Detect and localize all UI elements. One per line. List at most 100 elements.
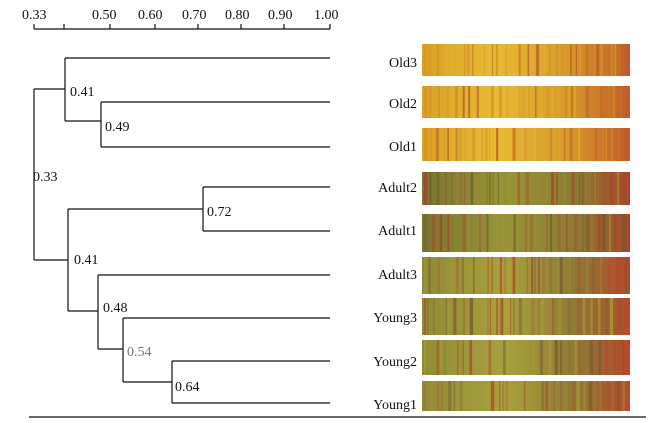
gel-band [474, 172, 476, 205]
gel-band [595, 86, 599, 118]
gel-band [429, 86, 431, 118]
gel-band [589, 172, 591, 205]
gel-band [495, 340, 497, 375]
gel-band [552, 298, 554, 335]
gel-band [512, 172, 515, 205]
gel-band [524, 128, 527, 161]
gel-band [545, 381, 549, 411]
gel-band [435, 128, 439, 161]
gel-band [569, 128, 573, 161]
gel-band [617, 128, 620, 161]
gel-band [557, 86, 560, 118]
gel-band [459, 128, 463, 161]
gel-band [455, 257, 460, 294]
gel-band [605, 128, 608, 161]
gel-band [424, 128, 428, 161]
node-label-root: 0.33 [33, 170, 58, 185]
gel-band [512, 257, 516, 294]
gel-band [589, 340, 594, 375]
gel-band [509, 340, 511, 375]
gel-band [481, 340, 485, 375]
gel-band [457, 340, 459, 375]
gel-band [429, 172, 432, 205]
gel-band [614, 44, 617, 76]
gel-lane-adult1 [422, 214, 630, 252]
gel-band [610, 44, 614, 76]
gel-band [618, 298, 621, 335]
gel-band [525, 214, 527, 252]
node-labels: 0.33 0.41 0.49 0.41 0.72 0.48 0.54 0.64 [33, 85, 232, 395]
gel-band [517, 381, 518, 411]
gel-band [445, 298, 447, 335]
gel-band [521, 86, 525, 118]
gel-band [534, 214, 538, 252]
gel-band [513, 298, 515, 335]
gel-band [591, 257, 595, 294]
gel-band [505, 44, 507, 76]
gel-band [583, 381, 587, 411]
gel-band [558, 298, 562, 335]
gel-band [568, 86, 571, 118]
gel-band [560, 340, 563, 375]
gel-band [488, 340, 492, 375]
gel-band [433, 298, 435, 335]
gel-band [451, 172, 453, 205]
gel-band [556, 44, 558, 76]
gel-band [464, 44, 466, 76]
gel-band [598, 340, 602, 375]
gel-band [534, 257, 537, 294]
gel-band [519, 86, 521, 118]
gel-band [594, 128, 598, 161]
gel-band [505, 214, 507, 252]
gel-band [532, 340, 535, 375]
gel-band [566, 214, 568, 252]
gel-band [540, 86, 543, 118]
gel-band [439, 214, 443, 252]
gel-band [600, 257, 602, 294]
gel-band [453, 381, 456, 411]
gel-band [440, 340, 442, 375]
gel-band [482, 172, 485, 205]
gel-band [510, 298, 512, 335]
gel-band [577, 298, 581, 335]
gel-band [540, 298, 544, 335]
gel-band [543, 44, 547, 76]
leaf-label-young1: Young1 [373, 398, 417, 413]
gel-band [487, 257, 489, 294]
gel-band [467, 257, 470, 294]
gel-band [578, 86, 581, 118]
gel-band [465, 381, 469, 411]
gel-band [464, 128, 466, 161]
gel-band [514, 381, 516, 411]
gel-band [518, 298, 522, 335]
gel-band [576, 381, 580, 411]
gel-band [625, 44, 628, 76]
scale-tick-label: 0.70 [182, 8, 207, 23]
gel-band [502, 381, 504, 411]
leaf-label-young2: Young2 [373, 355, 417, 370]
gel-band [518, 257, 521, 294]
gel-band [428, 257, 431, 294]
gel-band [443, 128, 446, 161]
scale-tick-label: 1.00 [314, 8, 339, 23]
gel-band [597, 298, 601, 335]
node-label-old2-old1: 0.49 [105, 120, 130, 135]
gel-band [436, 172, 440, 205]
gel-band [499, 86, 502, 118]
gel-band [462, 340, 464, 375]
gel-band [579, 44, 581, 76]
gel-band [599, 381, 602, 411]
gel-band [489, 298, 491, 335]
gel-band [585, 44, 589, 76]
gel-band [548, 340, 552, 375]
gel-band [585, 172, 588, 205]
gel-band [568, 257, 571, 294]
gel-band [424, 86, 427, 118]
dendrogram-tree [33, 57, 330, 404]
gel-band [441, 381, 443, 411]
leaf-label-old1: Old1 [389, 140, 417, 155]
gel-band [424, 340, 427, 375]
gel-lane-old3 [422, 44, 630, 76]
gel-band [472, 128, 476, 161]
gel-band [564, 86, 567, 118]
